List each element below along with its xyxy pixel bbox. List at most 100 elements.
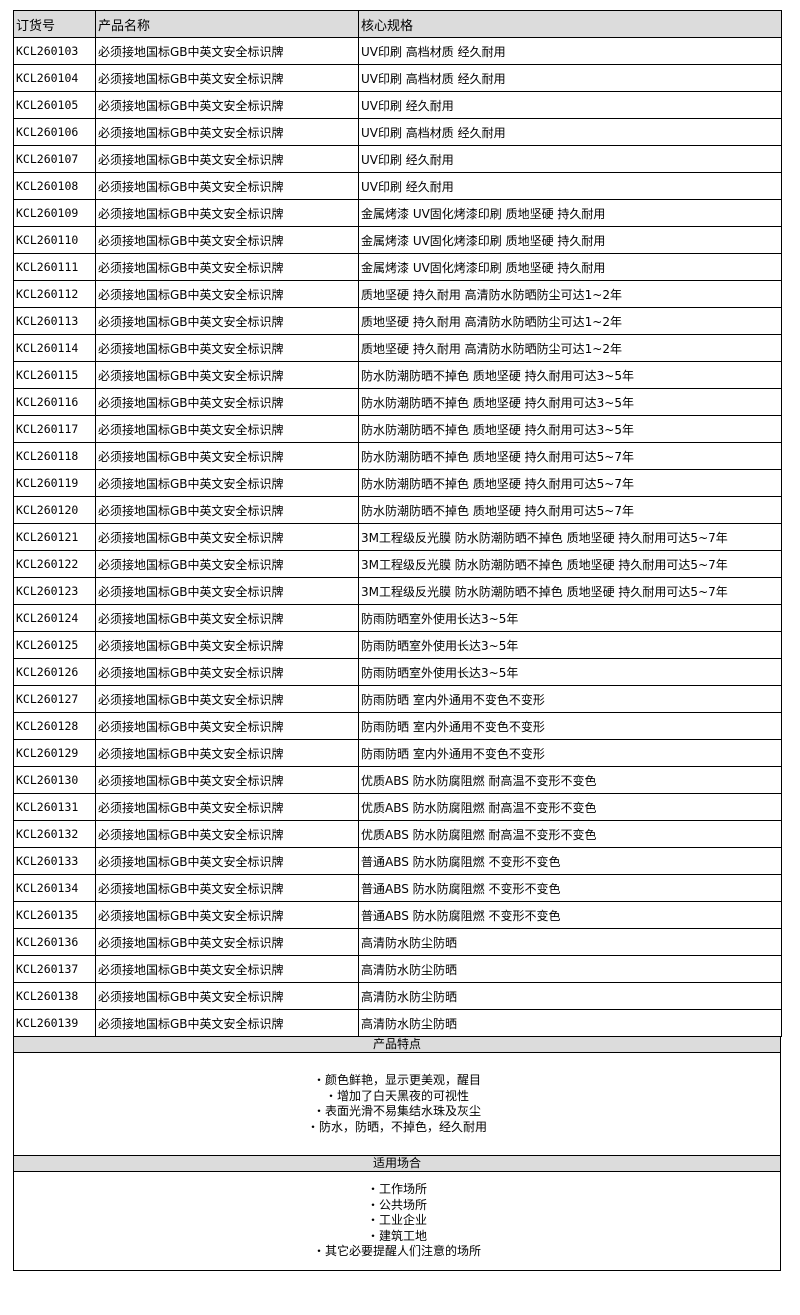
core-spec-cell: 高清防水防尘防晒: [358, 928, 782, 956]
core-spec-cell: 质地坚硬 持久耐用 高清防水防晒防尘可达1~2年: [358, 334, 782, 362]
table-row: KCL260137 必须接地国标GB中英文安全标识牌 高清防水防尘防晒: [13, 955, 782, 983]
order-number-cell: KCL260107: [13, 145, 96, 173]
product-name-cell: 必须接地国标GB中英文安全标识牌: [95, 361, 359, 389]
product-name-cell: 必须接地国标GB中英文安全标识牌: [95, 496, 359, 524]
table-row: KCL260126 必须接地国标GB中英文安全标识牌 防雨防晒室外使用长达3~5年: [13, 658, 782, 686]
table-row: KCL260108 必须接地国标GB中英文安全标识牌 UV印刷 经久耐用: [13, 172, 782, 200]
product-name-cell: 必须接地国标GB中英文安全标识牌: [95, 226, 359, 254]
core-spec-cell: 防水防潮防晒不掉色 质地坚硬 持久耐用可达3~5年: [358, 361, 782, 389]
order-number-cell: KCL260116: [13, 388, 96, 416]
feature-item: ・防水，防晒，不掉色，经久耐用: [306, 1119, 487, 1134]
scenes-list: ・工作场所 ・公共场所 ・工业企业 ・建筑工地 ・其它必要提醒人们注意的场所: [13, 1172, 781, 1271]
product-name-cell: 必须接地国标GB中英文安全标识牌: [95, 577, 359, 605]
order-number-cell: KCL260117: [13, 415, 96, 443]
table-row: KCL260132 必须接地国标GB中英文安全标识牌 优质ABS 防水防腐阻燃 耐高…: [13, 820, 782, 848]
table-row: KCL260138 必须接地国标GB中英文安全标识牌 高清防水防尘防晒: [13, 982, 782, 1010]
core-spec-cell: 防雨防晒 室内外通用不变色不变形: [358, 739, 782, 767]
header-product-name: 产品名称: [95, 10, 359, 38]
spec-document: 订货号 产品名称 核心规格 KCL260103 必须接地国标GB中英文安全标识牌 U…: [13, 10, 782, 1271]
table-row: KCL260128 必须接地国标GB中英文安全标识牌 防雨防晒 室内外通用不变色不变…: [13, 712, 782, 740]
product-name-cell: 必须接地国标GB中英文安全标识牌: [95, 739, 359, 767]
order-number-cell: KCL260111: [13, 253, 96, 281]
core-spec-cell: 防雨防晒室外使用长达3~5年: [358, 631, 782, 659]
table-row: KCL260139 必须接地国标GB中英文安全标识牌 高清防水防尘防晒: [13, 1009, 782, 1037]
order-number-cell: KCL260139: [13, 1009, 96, 1037]
product-name-cell: 必须接地国标GB中英文安全标识牌: [95, 982, 359, 1010]
order-number-cell: KCL260127: [13, 685, 96, 713]
product-name-cell: 必须接地国标GB中英文安全标识牌: [95, 820, 359, 848]
table-row: KCL260135 必须接地国标GB中英文安全标识牌 普通ABS 防水防腐阻燃 不变…: [13, 901, 782, 929]
order-number-cell: KCL260126: [13, 658, 96, 686]
scene-item: ・其它必要提醒人们注意的场所: [312, 1244, 481, 1259]
table-row: KCL260105 必须接地国标GB中英文安全标识牌 UV印刷 经久耐用: [13, 91, 782, 119]
core-spec-cell: 金属烤漆 UV固化烤漆印刷 质地坚硬 持久耐用: [358, 226, 782, 254]
core-spec-cell: 防水防潮防晒不掉色 质地坚硬 持久耐用可达5~7年: [358, 496, 782, 524]
product-name-cell: 必须接地国标GB中英文安全标识牌: [95, 955, 359, 983]
core-spec-cell: 防雨防晒室外使用长达3~5年: [358, 658, 782, 686]
core-spec-cell: 防水防潮防晒不掉色 质地坚硬 持久耐用可达5~7年: [358, 469, 782, 497]
product-name-cell: 必须接地国标GB中英文安全标识牌: [95, 91, 359, 119]
core-spec-cell: 防水防潮防晒不掉色 质地坚硬 持久耐用可达3~5年: [358, 415, 782, 443]
product-name-cell: 必须接地国标GB中英文安全标识牌: [95, 388, 359, 416]
order-number-cell: KCL260110: [13, 226, 96, 254]
core-spec-cell: 防水防潮防晒不掉色 质地坚硬 持久耐用可达5~7年: [358, 442, 782, 470]
order-number-cell: KCL260119: [13, 469, 96, 497]
table-row: KCL260122 必须接地国标GB中英文安全标识牌 3M工程级反光膜 防水防潮防晒…: [13, 550, 782, 578]
table-row: KCL260118 必须接地国标GB中英文安全标识牌 防水防潮防晒不掉色 质地坚硬 …: [13, 442, 782, 470]
product-name-cell: 必须接地国标GB中英文安全标识牌: [95, 901, 359, 929]
order-number-cell: KCL260112: [13, 280, 96, 308]
table-row: KCL260111 必须接地国标GB中英文安全标识牌 金属烤漆 UV固化烤漆印刷 质…: [13, 253, 782, 281]
product-name-cell: 必须接地国标GB中英文安全标识牌: [95, 145, 359, 173]
order-number-cell: KCL260134: [13, 874, 96, 902]
scenes-title: 适用场合: [13, 1156, 781, 1172]
product-name-cell: 必须接地国标GB中英文安全标识牌: [95, 334, 359, 362]
core-spec-cell: 3M工程级反光膜 防水防潮防晒不掉色 质地坚硬 持久耐用可达5~7年: [358, 550, 782, 578]
table-row: KCL260120 必须接地国标GB中英文安全标识牌 防水防潮防晒不掉色 质地坚硬 …: [13, 496, 782, 524]
product-name-cell: 必须接地国标GB中英文安全标识牌: [95, 172, 359, 200]
order-number-cell: KCL260103: [13, 37, 96, 65]
order-number-cell: KCL260135: [13, 901, 96, 929]
order-number-cell: KCL260115: [13, 361, 96, 389]
core-spec-cell: 普通ABS 防水防腐阻燃 不变形不变色: [358, 847, 782, 875]
product-name-cell: 必须接地国标GB中英文安全标识牌: [95, 631, 359, 659]
order-number-cell: KCL260108: [13, 172, 96, 200]
table-row: KCL260112 必须接地国标GB中英文安全标识牌 质地坚硬 持久耐用 高清防水防…: [13, 280, 782, 308]
product-name-cell: 必须接地国标GB中英文安全标识牌: [95, 64, 359, 92]
table-row: KCL260115 必须接地国标GB中英文安全标识牌 防水防潮防晒不掉色 质地坚硬 …: [13, 361, 782, 389]
table-row: KCL260107 必须接地国标GB中英文安全标识牌 UV印刷 经久耐用: [13, 145, 782, 173]
table-row: KCL260129 必须接地国标GB中英文安全标识牌 防雨防晒 室内外通用不变色不变…: [13, 739, 782, 767]
order-number-cell: KCL260130: [13, 766, 96, 794]
core-spec-cell: 防水防潮防晒不掉色 质地坚硬 持久耐用可达3~5年: [358, 388, 782, 416]
product-name-cell: 必须接地国标GB中英文安全标识牌: [95, 253, 359, 281]
order-number-cell: KCL260137: [13, 955, 96, 983]
table-row: KCL260113 必须接地国标GB中英文安全标识牌 质地坚硬 持久耐用 高清防水防…: [13, 307, 782, 335]
core-spec-cell: 3M工程级反光膜 防水防潮防晒不掉色 质地坚硬 持久耐用可达5~7年: [358, 523, 782, 551]
table-row: KCL260114 必须接地国标GB中英文安全标识牌 质地坚硬 持久耐用 高清防水防…: [13, 334, 782, 362]
order-number-cell: KCL260106: [13, 118, 96, 146]
product-name-cell: 必须接地国标GB中英文安全标识牌: [95, 1009, 359, 1037]
table-row: KCL260119 必须接地国标GB中英文安全标识牌 防水防潮防晒不掉色 质地坚硬 …: [13, 469, 782, 497]
table-row: KCL260123 必须接地国标GB中英文安全标识牌 3M工程级反光膜 防水防潮防晒…: [13, 577, 782, 605]
product-name-cell: 必须接地国标GB中英文安全标识牌: [95, 685, 359, 713]
order-number-cell: KCL260104: [13, 64, 96, 92]
table-row: KCL260110 必须接地国标GB中英文安全标识牌 金属烤漆 UV固化烤漆印刷 质…: [13, 226, 782, 254]
core-spec-cell: UV印刷 高档材质 经久耐用: [358, 37, 782, 65]
product-name-cell: 必须接地国标GB中英文安全标识牌: [95, 523, 359, 551]
scene-item: ・建筑工地: [366, 1228, 427, 1243]
table-row: KCL260104 必须接地国标GB中英文安全标识牌 UV印刷 高档材质 经久耐用: [13, 64, 782, 92]
product-name-cell: 必须接地国标GB中英文安全标识牌: [95, 415, 359, 443]
features-list: ・颜色鲜艳，显示更美观，醒目 ・增加了白天黑夜的可视性 ・表面光滑不易集结水珠及灰尘…: [13, 1053, 781, 1156]
table-row: KCL260109 必须接地国标GB中英文安全标识牌 金属烤漆 UV固化烤漆印刷 质…: [13, 199, 782, 227]
table-row: KCL260106 必须接地国标GB中英文安全标识牌 UV印刷 高档材质 经久耐用: [13, 118, 782, 146]
features-title: 产品特点: [13, 1037, 781, 1053]
product-name-cell: 必须接地国标GB中英文安全标识牌: [95, 118, 359, 146]
order-number-cell: KCL260136: [13, 928, 96, 956]
table-row: KCL260133 必须接地国标GB中英文安全标识牌 普通ABS 防水防腐阻燃 不变…: [13, 847, 782, 875]
product-name-cell: 必须接地国标GB中英文安全标识牌: [95, 469, 359, 497]
product-name-cell: 必须接地国标GB中英文安全标识牌: [95, 199, 359, 227]
table-row: KCL260134 必须接地国标GB中英文安全标识牌 普通ABS 防水防腐阻燃 不变…: [13, 874, 782, 902]
order-number-cell: KCL260121: [13, 523, 96, 551]
scene-item: ・公共场所: [366, 1197, 427, 1212]
core-spec-cell: 防雨防晒室外使用长达3~5年: [358, 604, 782, 632]
core-spec-cell: 高清防水防尘防晒: [358, 955, 782, 983]
